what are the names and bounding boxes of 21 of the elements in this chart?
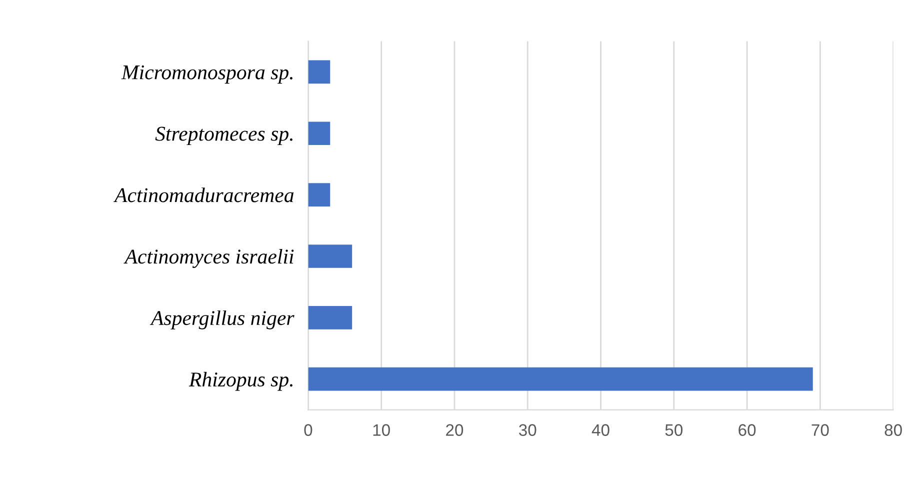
x-tick-label: 0 <box>304 424 312 436</box>
y-tick-label: Aspergillus niger <box>150 310 294 330</box>
bar <box>308 244 352 268</box>
bar <box>308 183 330 206</box>
x-tick-label: 80 <box>884 424 902 436</box>
bar <box>308 122 330 146</box>
x-tick-label: 50 <box>665 424 683 436</box>
bar <box>308 306 352 330</box>
y-tick-label: Actinomaduracremea <box>113 188 294 202</box>
x-tick-label: 30 <box>518 424 536 436</box>
x-tick-label: 10 <box>373 424 390 436</box>
bar <box>308 60 330 84</box>
bar <box>308 367 813 391</box>
y-tick-label: Actinomyces israelii <box>124 249 294 268</box>
y-tick-label: Streptomeces sp. <box>155 126 292 146</box>
y-tick-label: Rhizopus sp. <box>188 372 292 391</box>
x-tick-label: 40 <box>592 424 610 436</box>
y-tick-label: Micromonospora sp. <box>121 65 292 84</box>
x-tick-label: 70 <box>812 424 829 436</box>
x-tick-label: 20 <box>446 424 464 436</box>
x-tick-label: 60 <box>738 424 756 436</box>
